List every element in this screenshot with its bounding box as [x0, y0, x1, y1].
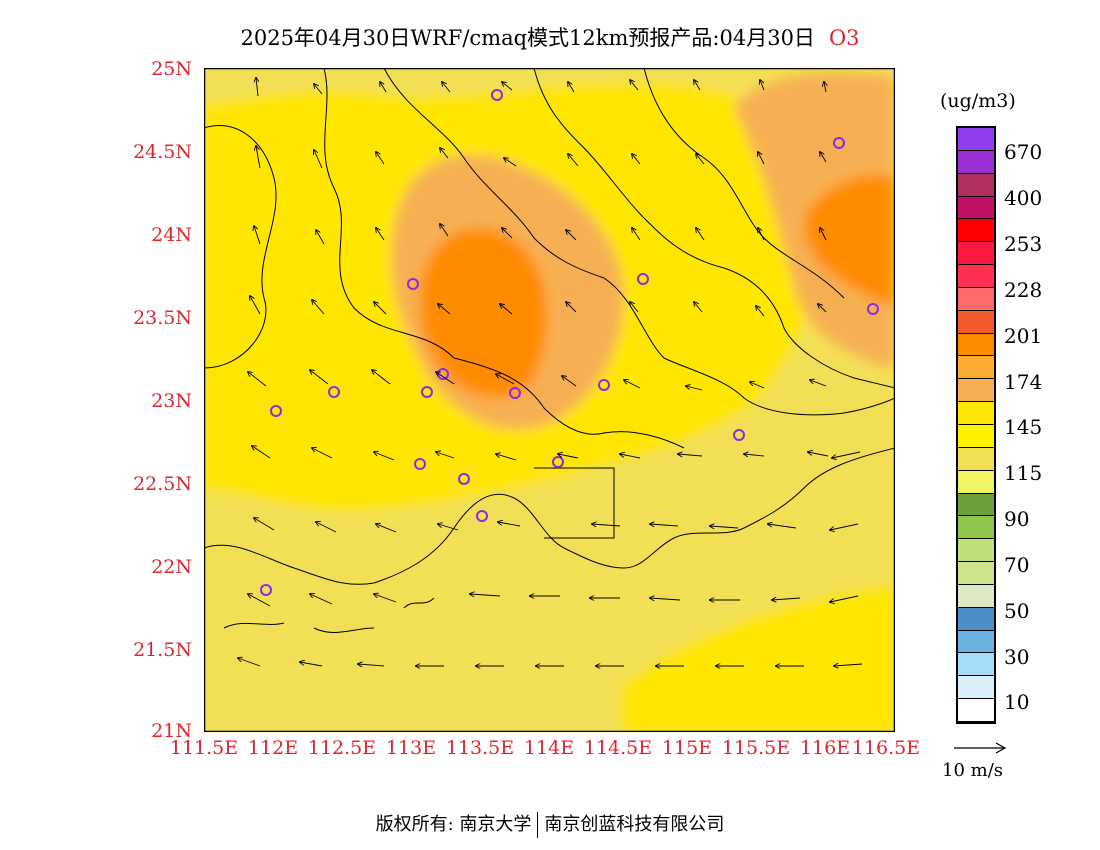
lat-label: 22N [151, 556, 192, 578]
lon-label: 115E [661, 737, 713, 759]
lat-label: 21.5N [133, 639, 192, 661]
chart-title: 2025年04月30日WRF/cmaq模式12km预报产品:04月30日 O3 [0, 22, 1100, 50]
boundaries [204, 68, 895, 633]
legend-unit: (ug/m3) [940, 90, 1016, 112]
legend-label: 145 [1004, 415, 1043, 439]
legend-color-cell [958, 653, 994, 677]
legend-color-cell [958, 219, 994, 243]
lat-label: 23.5N [133, 307, 192, 329]
title-species: O3 [828, 26, 860, 50]
lon-label: 113.5E [445, 737, 515, 759]
forecast-map[interactable] [204, 68, 895, 732]
lat-label: 22.5N [133, 473, 192, 495]
city-markers [260, 89, 879, 596]
legend-color-cell [958, 128, 994, 151]
lon-label: 116E [799, 737, 851, 759]
map-frame [204, 68, 895, 732]
copyright-prefix: 版权所有: [375, 814, 454, 835]
legend-color-cell [958, 562, 994, 585]
legend-color-cell [958, 150, 994, 174]
legend-color-cell [958, 676, 994, 700]
lat-label: 24.5N [133, 141, 192, 163]
copyright-separator [537, 812, 539, 838]
legend-label: 253 [1004, 232, 1043, 256]
legend-color-cell [958, 265, 994, 288]
legend-color-cell [958, 516, 994, 540]
legend-label: 30 [1004, 645, 1030, 669]
legend-label: 400 [1004, 186, 1043, 210]
legend-color-cell [958, 539, 994, 563]
legend-label: 10 [1004, 690, 1030, 714]
lat-label: 23N [151, 390, 192, 412]
legend-color-cell [958, 584, 994, 608]
lon-label: 111.5E [169, 737, 239, 759]
legend-color-cell [958, 402, 994, 425]
lon-label: 112E [247, 737, 299, 759]
legend-color-cell [958, 333, 994, 357]
title-main: 2025年04月30日WRF/cmaq模式12km预报产品:04月30日 [240, 26, 815, 50]
legend-color-cell [958, 173, 994, 197]
copyright-footer: 版权所有: 南京大学 南京创蓝科技有限公司 [0, 810, 1100, 838]
legend-color-cell [958, 607, 994, 631]
copyright-org1: 南京大学 [459, 814, 532, 835]
legend-label: 174 [1004, 370, 1043, 394]
legend-color-cell [958, 242, 994, 266]
lon-label: 114.5E [583, 737, 653, 759]
legend-label: 70 [1004, 553, 1030, 577]
wind-arrows [238, 78, 863, 666]
wind-reference-label: 10 m/s [942, 760, 1003, 781]
legend-color-cell [958, 379, 994, 403]
legend-color-cell [958, 630, 994, 654]
legend-label: 201 [1004, 324, 1043, 348]
legend-label: 90 [1004, 507, 1030, 531]
lat-label: 21N [151, 720, 192, 742]
legend-label: 115 [1004, 461, 1043, 485]
legend-label: 670 [1004, 140, 1043, 164]
legend-color-cell [958, 493, 994, 517]
legend-color-cell [958, 287, 994, 311]
legend-color-cell [958, 470, 994, 494]
legend-color-cell [958, 310, 994, 334]
lat-label: 24N [151, 224, 192, 246]
copyright-org2: 南京创蓝科技有限公司 [544, 814, 725, 835]
legend-color-cell [958, 447, 994, 471]
legend-label: 228 [1004, 278, 1043, 302]
lon-label: 116.5E [851, 737, 921, 759]
lon-label: 115.5E [721, 737, 791, 759]
legend-color-cell [958, 699, 994, 722]
legend-color-cell [958, 196, 994, 220]
map-svg [204, 68, 895, 732]
concentration-field [204, 72, 895, 732]
legend-color-cell [958, 356, 994, 380]
lon-label: 113E [385, 737, 437, 759]
lon-label: 114E [523, 737, 575, 759]
wind-reference-arrow-icon [954, 742, 1007, 754]
legend-color-cell [958, 424, 994, 448]
lat-label: 25N [151, 58, 192, 80]
lon-label: 112.5E [307, 737, 377, 759]
legend-label: 50 [1004, 599, 1030, 623]
color-legend [956, 126, 996, 724]
